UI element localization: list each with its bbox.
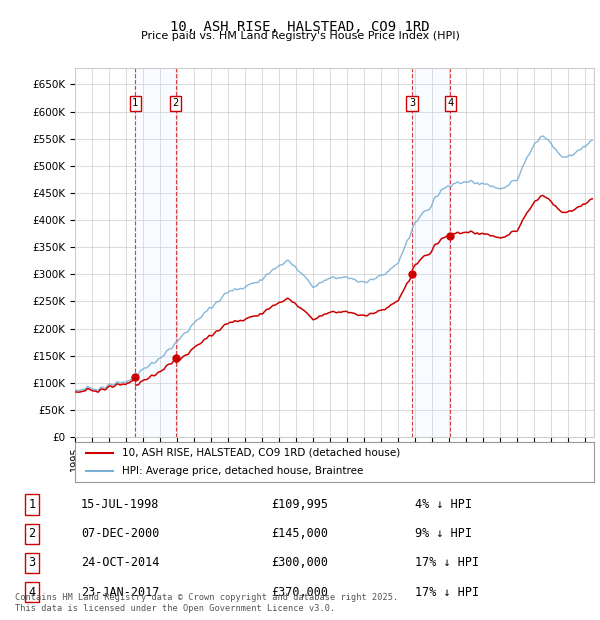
- Text: 24-OCT-2014: 24-OCT-2014: [81, 557, 160, 570]
- Text: 4: 4: [29, 586, 36, 599]
- Text: 4% ↓ HPI: 4% ↓ HPI: [415, 498, 472, 511]
- Text: 2: 2: [173, 99, 179, 108]
- Text: 07-DEC-2000: 07-DEC-2000: [81, 527, 160, 540]
- Text: 17% ↓ HPI: 17% ↓ HPI: [415, 586, 479, 599]
- Text: 1: 1: [29, 498, 36, 511]
- Text: 15-JUL-1998: 15-JUL-1998: [81, 498, 160, 511]
- Text: £300,000: £300,000: [271, 557, 328, 570]
- Text: £109,995: £109,995: [271, 498, 328, 511]
- Text: 9% ↓ HPI: 9% ↓ HPI: [415, 527, 472, 540]
- Text: 4: 4: [447, 99, 454, 108]
- Text: 3: 3: [29, 557, 36, 570]
- Text: 17% ↓ HPI: 17% ↓ HPI: [415, 557, 479, 570]
- Text: 3: 3: [409, 99, 415, 108]
- Text: Contains HM Land Registry data © Crown copyright and database right 2025.
This d: Contains HM Land Registry data © Crown c…: [15, 593, 398, 613]
- Text: £370,000: £370,000: [271, 586, 328, 599]
- Text: 10, ASH RISE, HALSTEAD, CO9 1RD: 10, ASH RISE, HALSTEAD, CO9 1RD: [170, 20, 430, 34]
- Bar: [135, 68, 176, 437]
- Text: £145,000: £145,000: [271, 527, 328, 540]
- Text: Price paid vs. HM Land Registry's House Price Index (HPI): Price paid vs. HM Land Registry's House …: [140, 31, 460, 41]
- Text: HPI: Average price, detached house, Braintree: HPI: Average price, detached house, Brai…: [122, 466, 363, 477]
- Text: 2: 2: [29, 527, 36, 540]
- Bar: [412, 68, 451, 437]
- Text: 1: 1: [132, 99, 139, 108]
- Text: 10, ASH RISE, HALSTEAD, CO9 1RD (detached house): 10, ASH RISE, HALSTEAD, CO9 1RD (detache…: [122, 448, 400, 458]
- Text: 23-JAN-2017: 23-JAN-2017: [81, 586, 160, 599]
